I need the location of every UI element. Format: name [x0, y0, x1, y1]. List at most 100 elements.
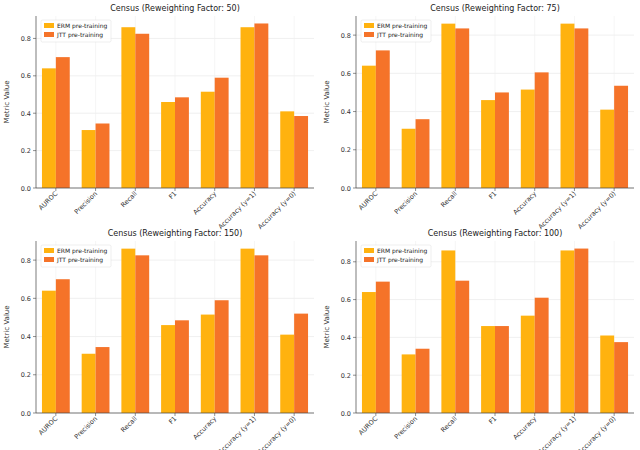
- legend-label: JTT pre-training: [56, 31, 103, 39]
- x-tick-label: Accuracy (y=1): [217, 190, 258, 231]
- legend-label: JTT pre-training: [376, 256, 423, 264]
- bar: [56, 279, 70, 413]
- y-tick: [353, 299, 356, 300]
- bars: [362, 24, 628, 188]
- bar: [175, 97, 189, 188]
- x-tick-label: Accuracy: [191, 415, 218, 442]
- y-tick: [33, 38, 36, 39]
- bar: [280, 111, 294, 188]
- x-tick-label: Accuracy: [191, 190, 218, 217]
- bar: [241, 249, 255, 413]
- y-tick: [353, 413, 356, 414]
- x-tick: [294, 413, 295, 416]
- x-tick-label: Precision: [73, 190, 99, 216]
- bar: [254, 255, 268, 413]
- x-tick-label: AUROC: [37, 189, 60, 212]
- x-tick: [455, 413, 456, 416]
- y-tick: [353, 73, 356, 74]
- y-tick-label: 0.4: [341, 108, 351, 116]
- y-axis-label: Metric Value: [323, 305, 331, 348]
- bar: [42, 68, 56, 188]
- y-axis-label: Metric Value: [3, 80, 11, 123]
- bar: [521, 90, 535, 188]
- y-tick-label: 0.0: [21, 185, 31, 193]
- legend-swatch: [44, 32, 54, 37]
- bar: [402, 354, 416, 413]
- x-tick: [55, 188, 56, 191]
- y-tick: [33, 75, 36, 76]
- x-tick-label: Accuracy (y=1): [217, 415, 258, 450]
- y-tick: [353, 188, 356, 189]
- bar: [600, 336, 614, 413]
- legend-swatch: [364, 248, 374, 253]
- x-tick: [55, 413, 56, 416]
- y-tick: [353, 337, 356, 338]
- y-tick: [33, 150, 36, 151]
- y-tick-label: 0.6: [341, 70, 351, 78]
- y-tick: [353, 35, 356, 36]
- y-tick-label: 0.2: [21, 371, 31, 379]
- y-tick: [33, 374, 36, 375]
- bar: [376, 282, 390, 413]
- x-tick-label: AUROC: [357, 414, 380, 437]
- x-tick: [534, 413, 535, 416]
- x-tick-label: Accuracy: [511, 190, 538, 217]
- bar: [161, 325, 175, 413]
- bar: [561, 250, 575, 413]
- legend-label: ERM pre-training: [377, 22, 427, 30]
- y-tick-label: 0.4: [21, 110, 31, 118]
- bar: [574, 249, 588, 413]
- x-tick-label: Accuracy (y=1): [537, 190, 578, 231]
- bar: [495, 326, 509, 413]
- y-tick: [33, 336, 36, 337]
- x-tick: [415, 413, 416, 416]
- x-tick: [135, 188, 136, 191]
- legend-box: [361, 20, 431, 42]
- bar: [416, 349, 430, 413]
- bar: [82, 354, 96, 413]
- bars: [42, 23, 308, 188]
- y-tick: [33, 413, 36, 414]
- y-axis: [356, 16, 357, 188]
- y-tick-label: 0.6: [21, 295, 31, 303]
- bar: [135, 255, 149, 413]
- y-axis: [36, 241, 37, 413]
- y-tick-label: 0.6: [341, 296, 351, 304]
- y-tick-label: 0.8: [21, 257, 31, 265]
- legend-swatch: [44, 23, 54, 28]
- x-tick-label: Accuracy (y=0): [576, 415, 617, 450]
- bar: [495, 92, 509, 188]
- legend-swatch: [44, 257, 54, 262]
- y-tick: [33, 260, 36, 261]
- y-tick-label: 0.6: [21, 72, 31, 80]
- panel: Census (Reweighting Factor: 75)Metric Va…: [323, 4, 634, 231]
- bar: [376, 50, 390, 188]
- bar: [362, 292, 376, 413]
- bar: [294, 116, 308, 188]
- y-axis-label: Metric Value: [3, 305, 11, 348]
- legend-label: ERM pre-training: [57, 22, 107, 30]
- x-tick-label: F1: [167, 190, 178, 201]
- title: Census (Reweighting Factor: 100): [428, 229, 563, 238]
- x-tick-label: Accuracy (y=0): [256, 415, 297, 450]
- bar: [121, 249, 135, 413]
- x-tick: [375, 413, 376, 416]
- bar: [481, 100, 495, 188]
- bar: [254, 23, 268, 188]
- panel: Census (Reweighting Factor: 100) Metric V…: [323, 229, 634, 450]
- x-tick-label: AUROC: [357, 189, 380, 212]
- legend: ERM pre-trainingJTT pre-training: [361, 20, 431, 42]
- x-tick: [375, 188, 376, 191]
- legend-box: [361, 245, 431, 267]
- legend-label: JTT pre-training: [56, 256, 103, 264]
- x-tick-label: Accuracy (y=1): [537, 415, 578, 450]
- y-axis-label: Metric Value: [323, 80, 331, 123]
- bar: [614, 86, 628, 188]
- panel: Census (Reweighting Factor: 150)Metric V…: [3, 229, 314, 450]
- bar: [82, 130, 96, 188]
- x-tick-label: Accuracy (y=0): [576, 190, 617, 231]
- legend-label: ERM pre-training: [57, 247, 107, 255]
- bar: [96, 124, 110, 189]
- x-tick: [214, 413, 215, 416]
- x-tick-label: Accuracy (y=0): [256, 190, 297, 231]
